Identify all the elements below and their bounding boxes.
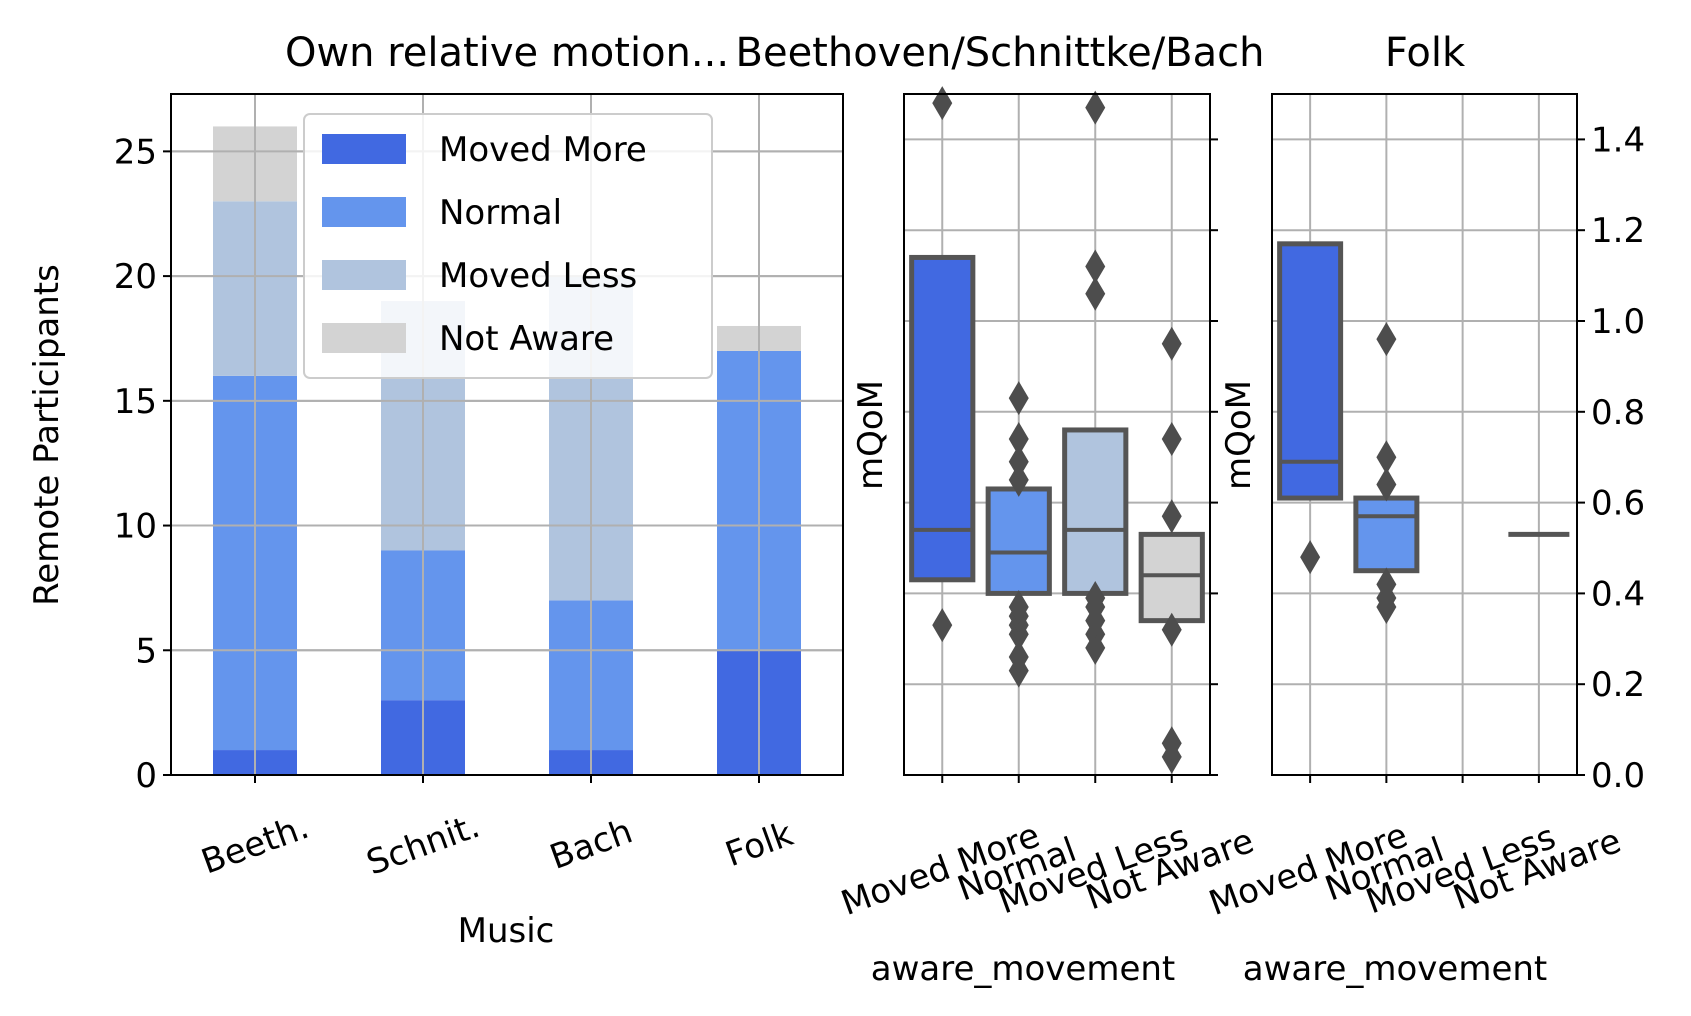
outlier-moved-more <box>932 608 953 643</box>
outlier-not-aware <box>1161 326 1182 361</box>
outlier-moved-less <box>1085 90 1106 125</box>
box2-y-tick-label: 0.4 <box>1591 574 1645 614</box>
bar-y-tick-label: 20 <box>114 257 157 297</box>
box2-y-tick-label: 0.2 <box>1591 665 1645 705</box>
legend-swatch-not-aware <box>322 323 406 353</box>
box2-y-tick-label: 1.0 <box>1591 302 1645 342</box>
box2-gridlines <box>1272 94 1577 775</box>
legend-label-moved-more: Moved More <box>439 130 647 170</box>
box2-chart-title: Folk <box>1385 30 1466 76</box>
box1-y-axis-label: mQoM <box>851 380 891 490</box>
legend-label-not-aware: Not Aware <box>439 319 614 359</box>
bar-y-ticks: 0 5 10 15 20 25 <box>114 132 171 796</box>
outlier-normal <box>1376 467 1397 502</box>
legend-swatch-moved-more <box>322 134 406 164</box>
box-moved-more <box>1277 241 1344 501</box>
outlier-not-aware <box>1161 612 1182 647</box>
outlier-not-aware <box>1161 422 1182 457</box>
box2-marks <box>1277 241 1570 625</box>
outlier-normal <box>1008 444 1029 479</box>
bar-y-axis-label: Remote Participants <box>27 264 67 606</box>
box2-y-tick-label: 0.6 <box>1591 484 1645 524</box>
legend-label-moved-less: Moved Less <box>439 256 637 296</box>
box1-chart-title: Beethoven/Schnittke/Bach <box>736 30 1265 76</box>
outlier-moved-less <box>1085 276 1106 311</box>
outlier-not-aware <box>1161 499 1182 534</box>
outlier-moved-more <box>1300 540 1321 575</box>
outlier-normal <box>1376 440 1397 475</box>
bar-y-tick-label: 25 <box>114 132 157 172</box>
outlier-moved-less <box>1085 249 1106 284</box>
box-moved-more <box>909 254 976 583</box>
box2-y-tick-label: 1.2 <box>1591 211 1645 251</box>
outlier-normal <box>1008 462 1029 497</box>
outlier-normal <box>1008 381 1029 416</box>
box2-x-axis-label: aware_movement <box>1243 949 1548 989</box>
outlier-normal <box>1008 639 1029 674</box>
bar-y-tick-label: 15 <box>114 382 157 422</box>
bar-y-tick-label: 0 <box>135 756 157 796</box>
bar-y-tick-label: 5 <box>135 631 157 671</box>
box2-y-axis-label: mQoM <box>1219 380 1259 490</box>
outlier-normal <box>1376 567 1397 602</box>
bar-chart-title: Own relative motion... <box>285 30 729 76</box>
bar-plot-frame <box>170 93 844 776</box>
box-normal <box>985 486 1052 596</box>
box1-x-axis-label: aware_movement <box>871 949 1176 989</box>
outlier-moved-less <box>1085 580 1106 615</box>
box2-y-tick-label: 0.0 <box>1591 756 1645 796</box>
legend-label-normal: Normal <box>439 193 562 233</box>
box2-y-tick-label: 0.8 <box>1591 393 1645 433</box>
box-not-aware <box>1138 531 1205 624</box>
outlier-normal <box>1008 590 1029 625</box>
bar-legend: Moved More Normal Moved Less Not Aware <box>303 113 713 379</box>
legend-swatch-moved-less <box>322 260 406 290</box>
bar-x-axis-label: Music <box>458 911 555 951</box>
box1-plot-frame <box>903 93 1211 776</box>
legend-swatch-normal <box>322 197 406 227</box>
box1-marks <box>909 86 1205 774</box>
box-moved-less <box>1062 427 1129 596</box>
outlier-not-aware <box>1161 726 1182 761</box>
bar-y-tick-label: 10 <box>114 507 157 547</box>
outlier-normal <box>1008 422 1029 457</box>
box-normal <box>1353 495 1420 574</box>
legend-frame <box>303 113 713 379</box>
box2-plot-frame <box>1271 93 1578 776</box>
outlier-normal <box>1376 322 1397 357</box>
box2-y-tick-label: 1.4 <box>1591 120 1645 160</box>
